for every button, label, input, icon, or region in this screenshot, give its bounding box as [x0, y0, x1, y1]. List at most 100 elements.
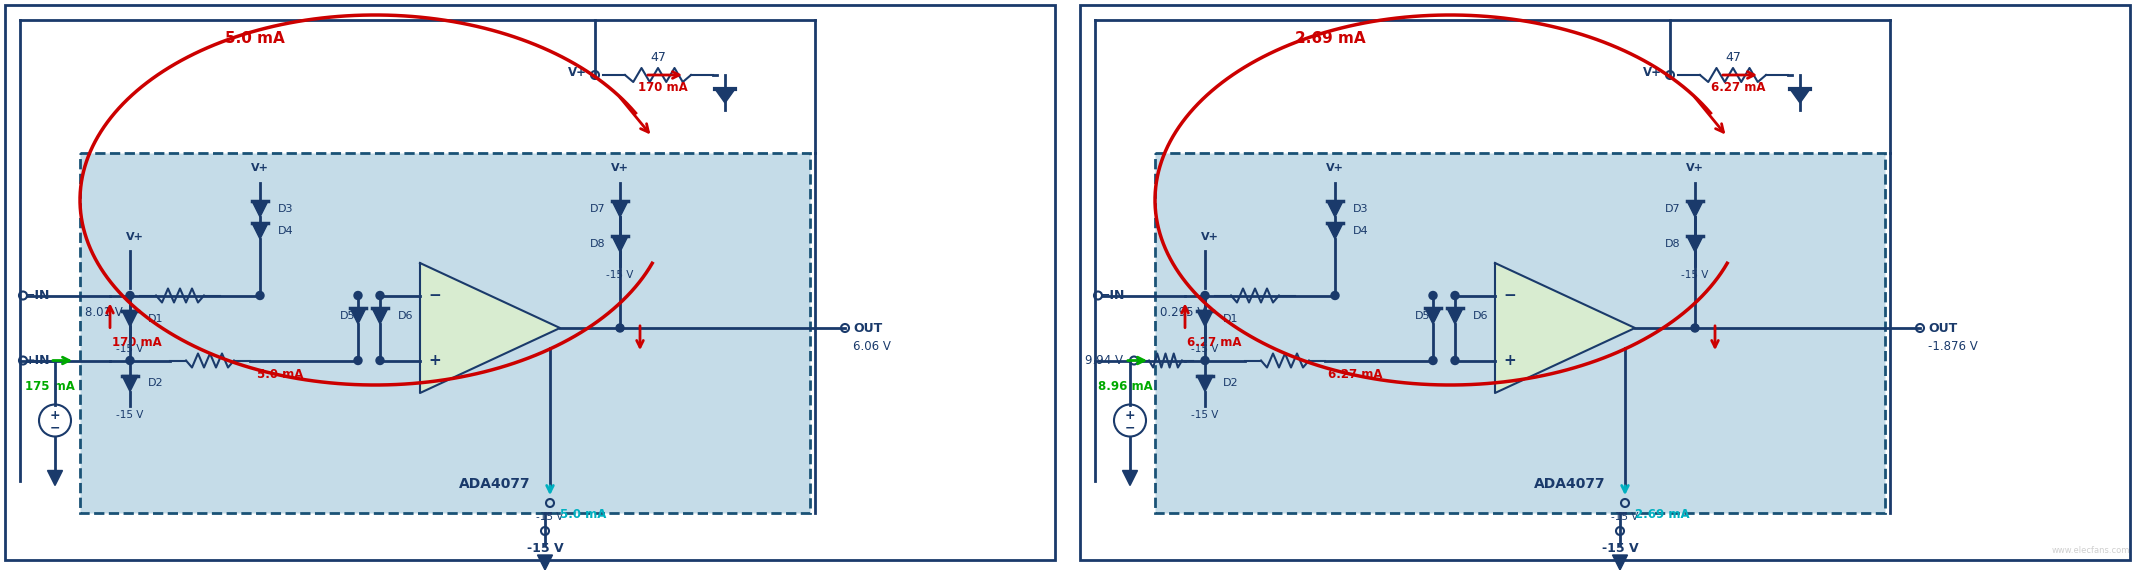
Text: +IN: +IN: [26, 354, 51, 367]
Text: 170 mA: 170 mA: [112, 336, 161, 348]
Text: D6: D6: [1474, 311, 1489, 321]
Text: 6.27 mA: 6.27 mA: [1712, 81, 1765, 94]
Polygon shape: [611, 201, 628, 217]
Polygon shape: [420, 263, 560, 393]
Text: V+: V+: [127, 233, 144, 242]
Text: V+: V+: [1326, 163, 1345, 173]
Text: +: +: [49, 409, 60, 422]
Polygon shape: [538, 555, 553, 570]
Circle shape: [127, 356, 133, 364]
Text: −IN: −IN: [26, 289, 49, 302]
Polygon shape: [714, 89, 736, 103]
Text: V+: V+: [1686, 163, 1703, 173]
Polygon shape: [1197, 376, 1214, 392]
Polygon shape: [251, 201, 268, 217]
Text: 47: 47: [1725, 51, 1742, 64]
Text: -15 V: -15 V: [536, 512, 564, 522]
Text: -15 V: -15 V: [1190, 409, 1218, 420]
Circle shape: [375, 291, 384, 299]
Text: -15 V: -15 V: [1611, 512, 1639, 522]
Polygon shape: [371, 308, 388, 324]
FancyBboxPatch shape: [1154, 153, 1885, 513]
Text: 6.27 mA: 6.27 mA: [1328, 368, 1381, 381]
Text: 6.06 V: 6.06 V: [854, 340, 890, 352]
Text: 0.295 V: 0.295 V: [1160, 306, 1205, 319]
Text: www.elecfans.com: www.elecfans.com: [2051, 546, 2130, 555]
Text: 6.27 mA: 6.27 mA: [1186, 336, 1242, 348]
FancyBboxPatch shape: [1079, 5, 2130, 560]
Text: D4: D4: [1353, 226, 1369, 236]
Circle shape: [1201, 356, 1210, 364]
Circle shape: [1429, 291, 1437, 299]
Text: OUT: OUT: [1928, 321, 1956, 335]
Text: -15 V: -15 V: [607, 270, 633, 280]
FancyBboxPatch shape: [79, 153, 811, 513]
Polygon shape: [1686, 201, 1703, 217]
Circle shape: [354, 356, 363, 364]
Polygon shape: [350, 308, 367, 324]
Text: +: +: [1504, 353, 1517, 368]
Text: D7: D7: [1665, 204, 1682, 214]
Text: −: −: [429, 288, 442, 303]
Text: -15 V: -15 V: [116, 344, 144, 355]
Text: V+: V+: [611, 163, 628, 173]
Polygon shape: [122, 376, 137, 392]
Circle shape: [375, 356, 384, 364]
Circle shape: [616, 324, 624, 332]
Polygon shape: [122, 311, 137, 327]
Text: −: −: [49, 421, 60, 434]
Text: -15 V: -15 V: [1682, 270, 1710, 280]
Text: D6: D6: [399, 311, 414, 321]
Polygon shape: [1328, 201, 1343, 217]
Text: D3: D3: [1353, 204, 1369, 214]
Polygon shape: [1328, 223, 1343, 239]
Circle shape: [1450, 356, 1459, 364]
Text: 2.69 mA: 2.69 mA: [1634, 508, 1690, 521]
Text: V+: V+: [1643, 67, 1662, 79]
Circle shape: [1332, 291, 1338, 299]
Text: 5.0 mA: 5.0 mA: [560, 508, 607, 521]
Text: OUT: OUT: [854, 321, 882, 335]
Text: 5.0 mA: 5.0 mA: [257, 368, 302, 381]
Circle shape: [1201, 291, 1210, 299]
Text: 9.94 V: 9.94 V: [1085, 354, 1124, 367]
Text: −: −: [1124, 421, 1135, 434]
Text: −: −: [1504, 288, 1517, 303]
Text: D1: D1: [1223, 314, 1238, 324]
Text: V+: V+: [1201, 233, 1218, 242]
Text: ADA4077: ADA4077: [459, 477, 530, 491]
Circle shape: [1690, 324, 1699, 332]
Text: D8: D8: [1665, 239, 1682, 249]
Text: V+: V+: [568, 67, 588, 79]
Polygon shape: [1424, 308, 1441, 324]
Text: +: +: [429, 353, 442, 368]
Text: D1: D1: [148, 314, 163, 324]
Text: 170 mA: 170 mA: [637, 81, 689, 94]
Text: D2: D2: [148, 378, 163, 389]
Text: +: +: [1124, 409, 1135, 422]
Circle shape: [1450, 291, 1459, 299]
Text: 2.69 mA: 2.69 mA: [1296, 31, 1366, 46]
Text: D8: D8: [590, 239, 605, 249]
Polygon shape: [1495, 263, 1634, 393]
Circle shape: [127, 291, 133, 299]
Polygon shape: [1613, 555, 1628, 570]
Text: 8.01 V: 8.01 V: [86, 306, 122, 319]
Text: D7: D7: [590, 204, 605, 214]
Polygon shape: [1789, 89, 1810, 103]
Text: -15 V: -15 V: [1602, 542, 1639, 555]
Text: D4: D4: [279, 226, 294, 236]
Text: 175 mA: 175 mA: [26, 381, 75, 393]
Text: 47: 47: [650, 51, 665, 64]
Text: D5: D5: [1416, 311, 1431, 321]
FancyBboxPatch shape: [4, 5, 1055, 560]
Polygon shape: [1197, 311, 1214, 327]
Polygon shape: [1686, 236, 1703, 252]
Text: D3: D3: [279, 204, 294, 214]
Text: 8.96 mA: 8.96 mA: [1098, 381, 1152, 393]
Polygon shape: [611, 236, 628, 252]
Polygon shape: [1122, 470, 1137, 486]
Text: −IN: −IN: [1100, 289, 1126, 302]
Text: -15 V: -15 V: [116, 409, 144, 420]
Circle shape: [255, 291, 264, 299]
